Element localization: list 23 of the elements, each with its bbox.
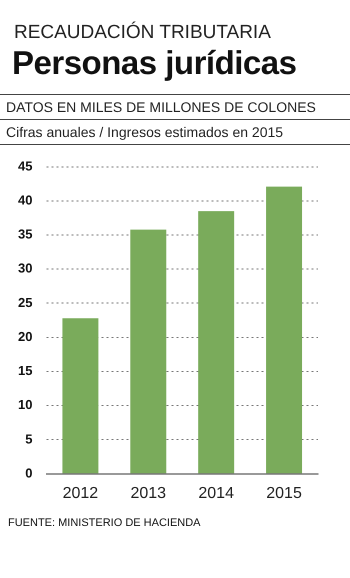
bar [62,318,98,474]
x-tick-label: 2014 [198,484,234,502]
bar [198,211,234,474]
x-tick-label: 2012 [62,484,98,502]
y-tick-label: 5 [25,431,32,446]
x-tick-label: 2013 [130,484,166,502]
y-tick-label: 15 [18,363,32,378]
y-tick-label: 25 [18,294,32,310]
y-tick-label: 45 [18,158,32,174]
bar [130,230,166,474]
source-note: FUENTE: MINISTERIO DE HACIENDA [8,517,202,529]
y-tick-label: 40 [18,192,32,208]
chart-subtitle: RECAUDACIÓN TRIBUTARIA [14,22,272,44]
y-tick-label: 30 [18,260,32,276]
y-tick-label: 0 [25,465,32,480]
y-tick-label: 10 [18,397,32,412]
text: Cifras anuales / Ingresos estimados en 2015 [0,119,350,145]
x-tick-label: 2015 [266,484,302,502]
text: DATOS EN MILES DE MILLONES DE COLONES [0,94,350,119]
chart-title: Personas jurídicas [12,44,298,82]
bar [266,186,302,474]
y-tick-label: 20 [18,328,32,344]
y-tick-label: 35 [18,226,32,242]
